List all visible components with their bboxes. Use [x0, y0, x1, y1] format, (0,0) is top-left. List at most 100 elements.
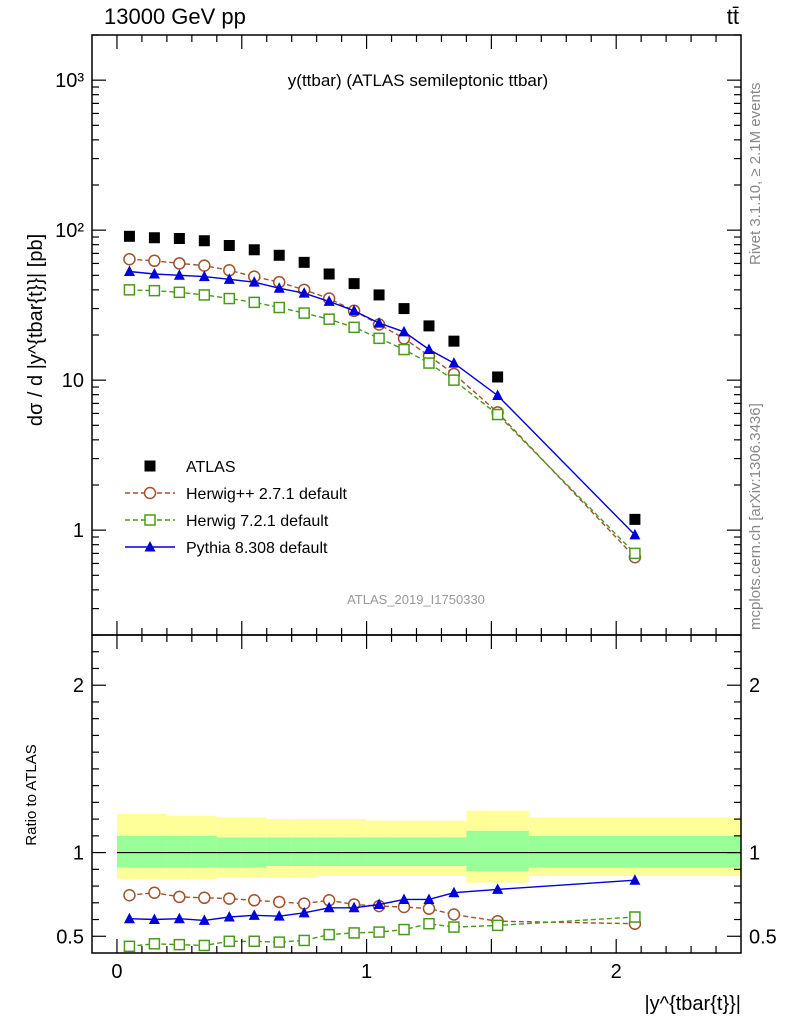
data-point — [148, 938, 161, 950]
data-point — [373, 926, 385, 938]
data-point — [348, 901, 360, 913]
data-point — [148, 254, 161, 268]
data-point — [173, 912, 185, 924]
legend: ATLAS Herwig++ 2.7.1 default Herwig 7.2.1 … — [125, 459, 348, 557]
y-tick-label: 1 — [73, 520, 84, 542]
legend-marker — [144, 541, 156, 552]
data-point — [423, 320, 435, 332]
uncertainty-band-inner — [141, 835, 167, 868]
y-tick-label: 1 — [73, 843, 84, 865]
data-point — [248, 894, 261, 907]
data-point — [173, 890, 186, 904]
series-line — [129, 879, 635, 922]
x-tick-label: 2 — [611, 961, 622, 983]
data-point — [248, 909, 260, 920]
data-point — [323, 268, 335, 280]
y-tick-label-right: 2 — [749, 675, 760, 697]
uncertainty-band-inner — [441, 837, 467, 866]
data-point — [198, 235, 210, 247]
legend-label: ATLAS — [186, 459, 236, 476]
process-label: tt̄ — [727, 4, 739, 29]
data-point — [223, 240, 235, 252]
data-point — [629, 547, 641, 560]
data-point — [273, 282, 285, 293]
uncertainty-band-inner — [166, 835, 192, 868]
y-tick-label-right: 1 — [749, 843, 760, 865]
uncertainty-band-inner — [291, 837, 317, 866]
data-point — [629, 911, 641, 923]
data-point — [223, 935, 236, 948]
x-tick-label: 0 — [111, 961, 122, 983]
data-point — [629, 874, 641, 885]
data-point — [173, 232, 185, 244]
data-point — [173, 269, 185, 280]
data-point — [123, 912, 135, 924]
data-point — [491, 919, 504, 932]
data-point — [373, 332, 385, 345]
ratio-y-axis-label: Ratio to ATLAS — [23, 744, 40, 845]
data-point — [298, 287, 310, 298]
data-point — [123, 889, 136, 902]
series-line — [129, 916, 635, 947]
data-point — [348, 321, 360, 334]
data-point — [198, 914, 210, 925]
data-point — [198, 259, 211, 272]
data-point — [248, 276, 260, 287]
data-point — [398, 923, 410, 936]
data-point — [198, 270, 210, 282]
data-point — [273, 910, 285, 921]
data-point — [348, 304, 360, 316]
data-point — [123, 230, 135, 242]
data-point — [298, 307, 310, 319]
uncertainty-band-inner — [316, 837, 342, 866]
data-point — [223, 911, 235, 922]
data-point — [248, 296, 260, 309]
data-point — [629, 528, 641, 540]
data-point — [448, 886, 460, 898]
watermark: ATLAS_2019_I1750330 — [347, 592, 485, 607]
series-herwig-7-2-1-default — [123, 284, 641, 560]
data-point — [248, 244, 260, 256]
series-atlas — [123, 230, 641, 525]
data-point — [123, 252, 136, 266]
series-line — [129, 891, 635, 925]
data-point — [423, 343, 435, 355]
uncertainty-band-inner — [116, 835, 142, 868]
data-point — [447, 908, 461, 921]
rivet-label: Rivet 3.1.10, ≥ 2.1M events — [747, 83, 764, 266]
series-line — [129, 270, 636, 536]
data-point — [198, 891, 211, 905]
data-point — [298, 256, 310, 268]
data-point — [422, 902, 436, 915]
data-point — [423, 917, 435, 930]
data-point — [323, 901, 335, 913]
data-point — [323, 928, 335, 941]
data-point — [123, 284, 136, 296]
data-point — [223, 292, 236, 305]
y-tick-label: 10 — [62, 370, 84, 392]
uncertainty-band-inner — [391, 837, 417, 866]
data-point — [398, 343, 410, 356]
data-point — [348, 278, 360, 290]
data-point — [248, 935, 260, 948]
legend-marker — [144, 514, 156, 526]
data-point — [423, 893, 435, 904]
uncertainty-band-inner — [466, 830, 529, 871]
y-tick-label-right: 0.5 — [749, 926, 777, 948]
data-point — [123, 940, 136, 953]
data-point — [223, 892, 236, 905]
data-point — [273, 301, 285, 314]
legend-marker — [143, 486, 157, 500]
data-point — [492, 371, 504, 383]
data-point — [273, 936, 285, 948]
main-panel: y(ttbar) (ATLAS semileptonic ttbar) ATLA… — [25, 34, 742, 636]
uncertainty-band-inner — [191, 835, 217, 868]
data-point — [298, 934, 310, 947]
y-tick-label: 2 — [73, 675, 84, 697]
data-point — [448, 357, 460, 368]
data-point — [298, 906, 310, 918]
data-point — [148, 284, 161, 297]
data-point — [491, 408, 504, 421]
data-point — [173, 938, 186, 951]
main-plot-title: y(ttbar) (ATLAS semileptonic ttbar) — [288, 71, 548, 90]
